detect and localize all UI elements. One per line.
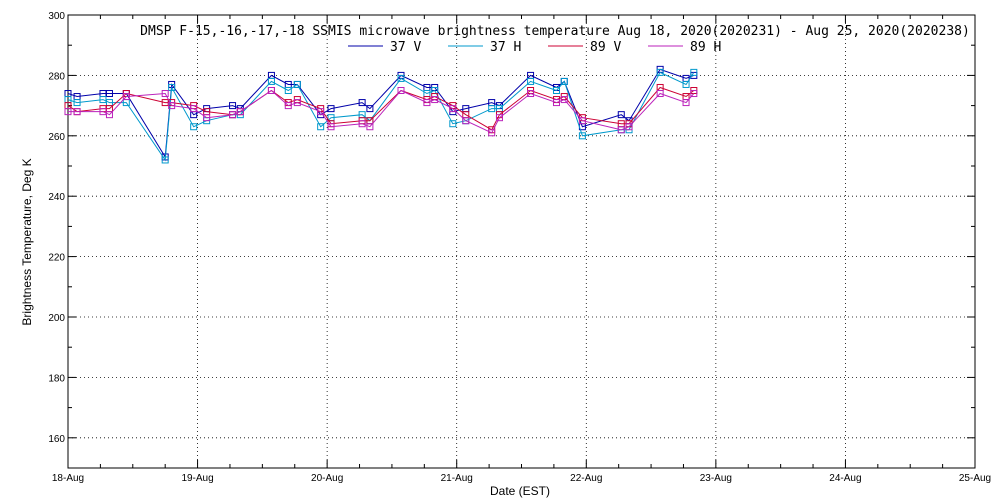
data-point: [105, 111, 113, 119]
data-point: [267, 87, 275, 94]
y-tick-label: 160: [48, 434, 65, 445]
data-point: [488, 129, 496, 137]
x-tick-label: 24-Aug: [829, 473, 861, 484]
data-point: [366, 105, 374, 113]
y-tick-label: 180: [48, 373, 65, 384]
data-point: [366, 123, 374, 131]
data-point: [397, 87, 405, 94]
data-point: [168, 102, 176, 110]
tick-layer: 18-Aug 19-Aug 20-Aug 21-Aug 22-Aug 23-Aug 24-A…: [48, 11, 991, 484]
data-point: [431, 96, 439, 104]
legend-label: 37 H: [490, 40, 521, 55]
data-point: [236, 108, 244, 116]
data-point: [560, 77, 568, 85]
x-tick-label: 20-Aug: [311, 473, 343, 484]
x-tick-label: 22-Aug: [570, 473, 602, 484]
data-point: [190, 105, 198, 113]
data-point: [168, 83, 176, 91]
data-point: [229, 111, 237, 119]
data-point: [64, 108, 72, 116]
data-point: [317, 123, 325, 131]
y-tick-label: 240: [48, 192, 65, 203]
y-tick-label: 300: [48, 11, 65, 22]
data-point: [122, 93, 130, 101]
data-point: [682, 99, 690, 107]
data-point: [560, 96, 568, 104]
x-axis-title: Date (EST): [490, 484, 550, 498]
y-axis-title: Brightness Temperature, Deg K: [20, 158, 34, 325]
data-point: [327, 123, 335, 131]
data-point: [293, 99, 301, 107]
data-point: [73, 99, 81, 107]
data-point: [423, 99, 431, 107]
data-point: [358, 120, 366, 128]
data-point: [449, 120, 457, 128]
data-point: [105, 90, 113, 98]
data-point: [617, 126, 625, 134]
data-point: [617, 111, 625, 119]
data-point: [190, 123, 198, 131]
legend-item: 89 V: [548, 40, 621, 55]
y-tick-label: 220: [48, 253, 65, 264]
y-tick-label: 200: [48, 313, 65, 324]
data-point: [552, 87, 560, 94]
legend-item: 37 H: [448, 40, 521, 55]
data-point: [625, 123, 633, 131]
data-point: [327, 105, 335, 113]
data-point: [358, 99, 366, 107]
data-point: [161, 156, 169, 164]
legend-label: 89 V: [590, 40, 621, 55]
data-point: [656, 68, 664, 76]
data-point: [690, 68, 698, 76]
legend-item: 37 V: [348, 40, 421, 55]
data-point: [488, 105, 496, 113]
data-point: [203, 114, 211, 122]
data-point: [397, 74, 405, 82]
data-point: [552, 99, 560, 107]
data-point: [449, 105, 457, 113]
data-point: [690, 90, 698, 98]
legend-label: 89 H: [690, 40, 721, 55]
x-tick-label: 25-Aug: [959, 473, 991, 484]
data-point: [578, 117, 586, 125]
y-tick-label: 260: [48, 132, 65, 143]
data-point: [527, 77, 535, 85]
data-point: [73, 108, 81, 116]
data-point: [495, 114, 503, 122]
data-point: [682, 80, 690, 88]
data-point: [656, 90, 664, 98]
data-point: [462, 117, 470, 125]
data-point: [527, 90, 535, 98]
x-tick-label: 19-Aug: [181, 473, 213, 484]
data-point: [578, 132, 586, 140]
x-tick-label: 21-Aug: [441, 473, 473, 484]
y-tick-label: 280: [48, 71, 65, 82]
data-point: [229, 102, 237, 110]
data-point: [284, 102, 292, 110]
x-tick-label: 23-Aug: [700, 473, 732, 484]
legend-item: 89 H: [648, 40, 721, 55]
series-line: [67, 71, 695, 162]
data-point: [284, 87, 292, 94]
legend-label: 37 V: [390, 40, 421, 55]
data-point: [293, 80, 301, 88]
data-point: [267, 77, 275, 85]
x-tick-label: 18-Aug: [52, 473, 84, 484]
data-point: [161, 90, 169, 98]
data-point: [317, 108, 325, 116]
legend: 37 V 37 H 89 V 89 H: [348, 40, 721, 55]
chart-title: DMSP F-15,-16,-17,-18 SSMIS microwave br…: [140, 24, 970, 39]
series-line: [68, 89, 695, 134]
series-layer: [64, 65, 698, 164]
series-89-h: [64, 87, 698, 137]
